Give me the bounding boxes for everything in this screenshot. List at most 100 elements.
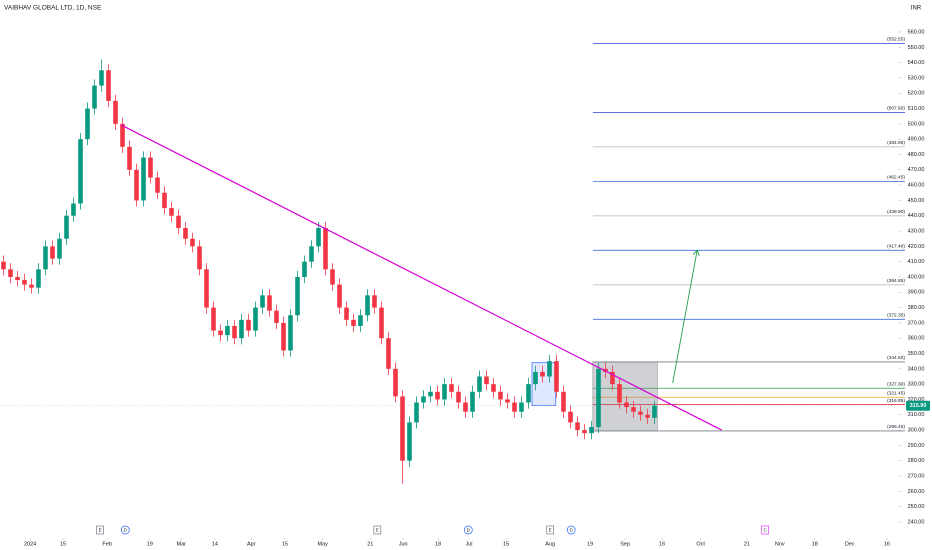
candle-body: [365, 295, 370, 316]
last-price-badge: [906, 400, 930, 411]
candle-body: [267, 295, 272, 311]
candle-body: [246, 319, 251, 331]
candle-body: [106, 70, 111, 101]
candle-body: [554, 361, 559, 392]
x-tick-label: Mar: [177, 541, 187, 547]
candle-body: [393, 368, 398, 397]
candle-body: [190, 238, 195, 247]
y-tick-label: 470.00: [908, 167, 925, 173]
candle-body: [337, 284, 342, 308]
candle-body: [85, 108, 90, 140]
y-tick-label: 460.00: [908, 183, 925, 189]
level-label: (552.55): [887, 37, 905, 43]
event-icon: [546, 525, 555, 535]
candle-body: [484, 376, 489, 385]
candle-body: [351, 319, 356, 326]
x-tick-label: May: [317, 541, 328, 547]
candle-body: [603, 368, 608, 372]
last-price-label: 315.90: [910, 403, 927, 409]
candle-body: [617, 384, 622, 403]
event-icon: [120, 525, 130, 535]
event-icon: [96, 525, 104, 535]
y-tick-label: 430.00: [908, 228, 925, 234]
level-label: (372.35): [887, 313, 905, 319]
candle-body: [428, 391, 433, 397]
candle-body: [512, 402, 517, 412]
x-tick-label: 15: [60, 541, 66, 547]
y-tick-label: 540.00: [908, 60, 925, 66]
candle-body: [302, 261, 307, 277]
y-tick-label: 330.00: [908, 382, 925, 388]
y-tick-label: 250.00: [908, 504, 925, 510]
candle-body: [295, 276, 300, 316]
candle-body: [498, 391, 503, 400]
candle-body: [148, 157, 153, 178]
candle-body: [253, 307, 258, 331]
candle-body: [36, 269, 41, 288]
y-tick-label: 270.00: [908, 473, 925, 479]
y-tick-label: 370.00: [908, 320, 925, 326]
projection-arrow: [672, 250, 698, 384]
level-label: (439.90): [887, 209, 905, 215]
candle-body: [211, 307, 216, 331]
event-icon: [373, 525, 382, 535]
candle-body: [99, 70, 104, 86]
arrow-head: [692, 249, 700, 256]
candle-body: [162, 192, 167, 209]
event-label: E: [549, 528, 552, 533]
x-tick-label: Sep: [620, 541, 630, 547]
range-box: [592, 361, 658, 432]
candle-body: [127, 146, 132, 170]
candle-body: [239, 319, 244, 339]
x-tick-label: Jun: [399, 541, 408, 547]
x-tick-label: 21: [744, 541, 750, 547]
y-tick-label: 290.00: [908, 443, 925, 449]
y-tick-label: 320.00: [908, 397, 925, 403]
y-tick-label: 310.00: [908, 412, 925, 418]
candle-body: [435, 391, 440, 400]
candle-body: [316, 227, 321, 247]
candle-body: [358, 315, 363, 326]
candle-body: [8, 269, 13, 277]
level-label: (321.45): [887, 390, 905, 396]
y-tick-label: 350.00: [908, 351, 925, 357]
candle-body: [652, 405, 657, 418]
candle-body: [589, 427, 594, 434]
x-tick-label: 16: [884, 541, 890, 547]
candle-body: [568, 411, 573, 423]
y-tick-label: 560.00: [908, 29, 925, 35]
candle-body: [477, 376, 482, 392]
candle-body: [330, 269, 335, 285]
candle-body: [372, 295, 377, 308]
y-tick-label: 490.00: [908, 137, 925, 143]
candle-body: [463, 402, 468, 412]
y-tick-label: 360.00: [908, 336, 925, 342]
y-tick-label: 410.00: [908, 259, 925, 265]
y-tick-label: 550.00: [908, 45, 925, 51]
x-tick-label: 16: [659, 541, 665, 547]
candle-body: [540, 371, 545, 377]
candle-body: [505, 399, 510, 403]
y-tick-label: 500.00: [908, 121, 925, 127]
y-tick-label: 440.00: [908, 213, 925, 219]
candle-body: [288, 315, 293, 351]
candle-body: [1, 261, 6, 270]
y-tick-label: 300.00: [908, 428, 925, 434]
candle-body: [120, 123, 125, 147]
candle-body: [225, 325, 230, 336]
candle-body: [596, 368, 601, 428]
candle-body: [547, 361, 552, 377]
x-tick-label: 14: [212, 541, 218, 547]
event-icon: [566, 525, 576, 535]
level-label: (327.30): [887, 382, 905, 388]
candle-body: [183, 227, 188, 239]
candle-body: [141, 157, 146, 201]
candle-body: [379, 307, 384, 339]
level-label: (344.50): [887, 355, 905, 361]
candle-body: [470, 391, 475, 412]
x-tick-label: Feb: [102, 541, 111, 547]
candle-body: [645, 414, 650, 418]
candle-body: [22, 280, 27, 285]
level-label: (462.45): [887, 175, 905, 181]
candle-body: [134, 169, 139, 201]
